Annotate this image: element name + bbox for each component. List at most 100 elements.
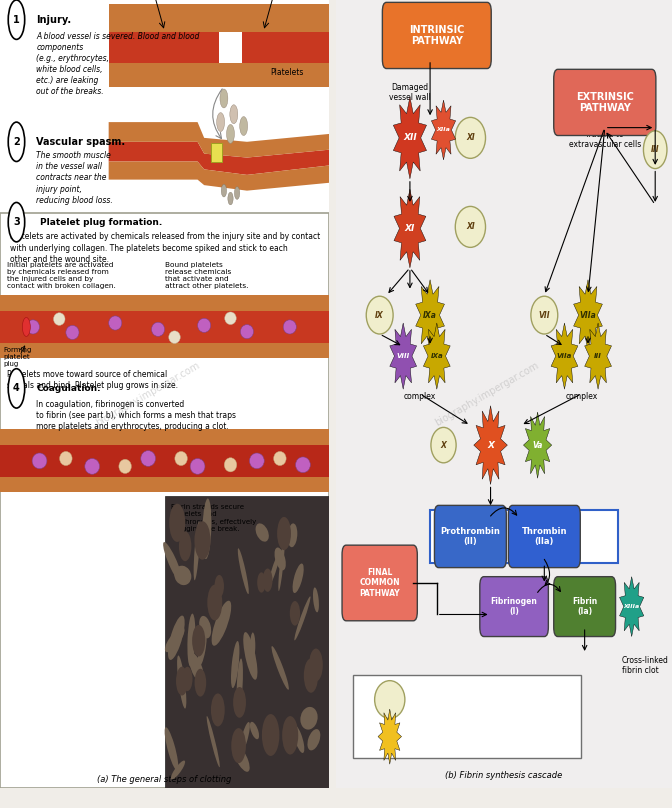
Text: VII: VII <box>538 310 550 320</box>
Polygon shape <box>0 429 329 445</box>
Ellipse shape <box>189 653 204 682</box>
Ellipse shape <box>241 325 253 339</box>
Polygon shape <box>0 477 329 492</box>
Circle shape <box>262 714 280 756</box>
Polygon shape <box>423 323 450 389</box>
Circle shape <box>8 368 25 408</box>
Circle shape <box>8 0 25 40</box>
Polygon shape <box>393 97 427 179</box>
FancyBboxPatch shape <box>554 69 656 136</box>
Text: FINAL
COMMON
PATHWAY: FINAL COMMON PATHWAY <box>360 568 400 598</box>
Circle shape <box>228 192 233 204</box>
Ellipse shape <box>169 331 180 343</box>
Circle shape <box>8 122 25 162</box>
Text: X: X <box>487 440 494 449</box>
Text: Forming
platelet
plug: Forming platelet plug <box>3 347 32 367</box>
Ellipse shape <box>300 707 318 730</box>
Polygon shape <box>551 323 578 389</box>
Ellipse shape <box>375 680 405 718</box>
Ellipse shape <box>313 587 319 612</box>
Text: XI: XI <box>405 224 415 233</box>
Ellipse shape <box>271 646 289 690</box>
Ellipse shape <box>202 499 212 559</box>
Circle shape <box>22 318 30 336</box>
Ellipse shape <box>293 725 304 753</box>
Text: XIIIa: XIIIa <box>624 604 640 609</box>
FancyArrowPatch shape <box>491 508 517 516</box>
Ellipse shape <box>119 459 132 473</box>
Text: Thrombin
(IIa): Thrombin (IIa) <box>521 527 567 546</box>
Ellipse shape <box>109 316 122 330</box>
Text: Initial platelets are activated
by chemicals released from
the injured cells and: Initial platelets are activated by chemi… <box>7 262 116 289</box>
FancyBboxPatch shape <box>480 577 548 637</box>
Ellipse shape <box>278 539 285 591</box>
Ellipse shape <box>151 322 165 336</box>
Circle shape <box>277 517 291 550</box>
Ellipse shape <box>26 320 40 334</box>
Ellipse shape <box>32 453 47 469</box>
Ellipse shape <box>165 727 178 770</box>
Ellipse shape <box>231 641 239 688</box>
Text: Cross-linked
fibrin clot: Cross-linked fibrin clot <box>622 656 669 675</box>
Circle shape <box>208 585 222 621</box>
Text: VIII: VIII <box>396 353 410 359</box>
Polygon shape <box>109 63 329 86</box>
Text: III: III <box>651 145 659 154</box>
Text: XI: XI <box>466 222 475 231</box>
Circle shape <box>257 572 265 592</box>
Text: IXa: IXa <box>423 310 437 320</box>
Polygon shape <box>109 32 219 63</box>
Text: VIIa: VIIa <box>557 353 572 359</box>
Ellipse shape <box>292 563 304 593</box>
Text: Prothrombin
(II): Prothrombin (II) <box>440 527 501 546</box>
Polygon shape <box>416 280 444 351</box>
Text: The smooth muscle
in the vessel wall
contracts near the
injury point,
reducing b: The smooth muscle in the vessel wall con… <box>36 151 113 204</box>
Text: complex: complex <box>565 393 597 402</box>
FancyArrowPatch shape <box>538 584 560 592</box>
Polygon shape <box>378 709 401 764</box>
Circle shape <box>304 659 318 692</box>
Text: (b) Fibrin synthesis cascade: (b) Fibrin synthesis cascade <box>446 771 562 780</box>
Text: In coagulation, fibrinogen is converted
to fibrin (see part b), which forms a me: In coagulation, fibrinogen is converted … <box>36 400 237 431</box>
Text: Bound platelets
release chemicals
that activate and
attract other platelets.: Bound platelets release chemicals that a… <box>165 262 248 289</box>
Circle shape <box>211 693 224 726</box>
Text: Injury.: Injury. <box>36 15 71 25</box>
Text: 3: 3 <box>13 217 20 227</box>
FancyBboxPatch shape <box>434 505 507 567</box>
Text: IX: IX <box>375 310 384 320</box>
Ellipse shape <box>85 458 99 474</box>
Text: VIIa: VIIa <box>580 310 596 320</box>
Ellipse shape <box>174 566 192 585</box>
Polygon shape <box>109 4 329 32</box>
Ellipse shape <box>233 744 250 772</box>
Text: Fibrinogen
(I): Fibrinogen (I) <box>491 597 538 617</box>
Text: X: X <box>441 440 446 449</box>
Text: Va: Va <box>532 440 543 449</box>
Bar <box>430 510 618 563</box>
Ellipse shape <box>249 453 264 469</box>
Ellipse shape <box>644 131 667 169</box>
Polygon shape <box>585 323 612 389</box>
Ellipse shape <box>194 522 200 580</box>
Text: complex: complex <box>404 393 436 402</box>
Ellipse shape <box>274 452 286 465</box>
Polygon shape <box>620 577 644 637</box>
Ellipse shape <box>212 600 231 646</box>
Text: (a) The general steps of clotting: (a) The general steps of clotting <box>97 775 232 784</box>
Text: XIIa: XIIa <box>437 128 450 133</box>
Circle shape <box>221 184 226 197</box>
Polygon shape <box>109 122 329 158</box>
Ellipse shape <box>199 616 211 638</box>
Circle shape <box>176 667 188 696</box>
Text: biography.impergar.com: biography.impergar.com <box>433 360 541 427</box>
Text: XII: XII <box>403 133 417 142</box>
Text: XI: XI <box>466 133 475 142</box>
Ellipse shape <box>177 655 186 709</box>
Circle shape <box>309 649 323 681</box>
Circle shape <box>214 574 224 598</box>
Polygon shape <box>0 445 329 477</box>
Circle shape <box>240 116 247 136</box>
Bar <box>165 496 329 788</box>
Ellipse shape <box>175 452 187 465</box>
FancyBboxPatch shape <box>382 2 491 69</box>
